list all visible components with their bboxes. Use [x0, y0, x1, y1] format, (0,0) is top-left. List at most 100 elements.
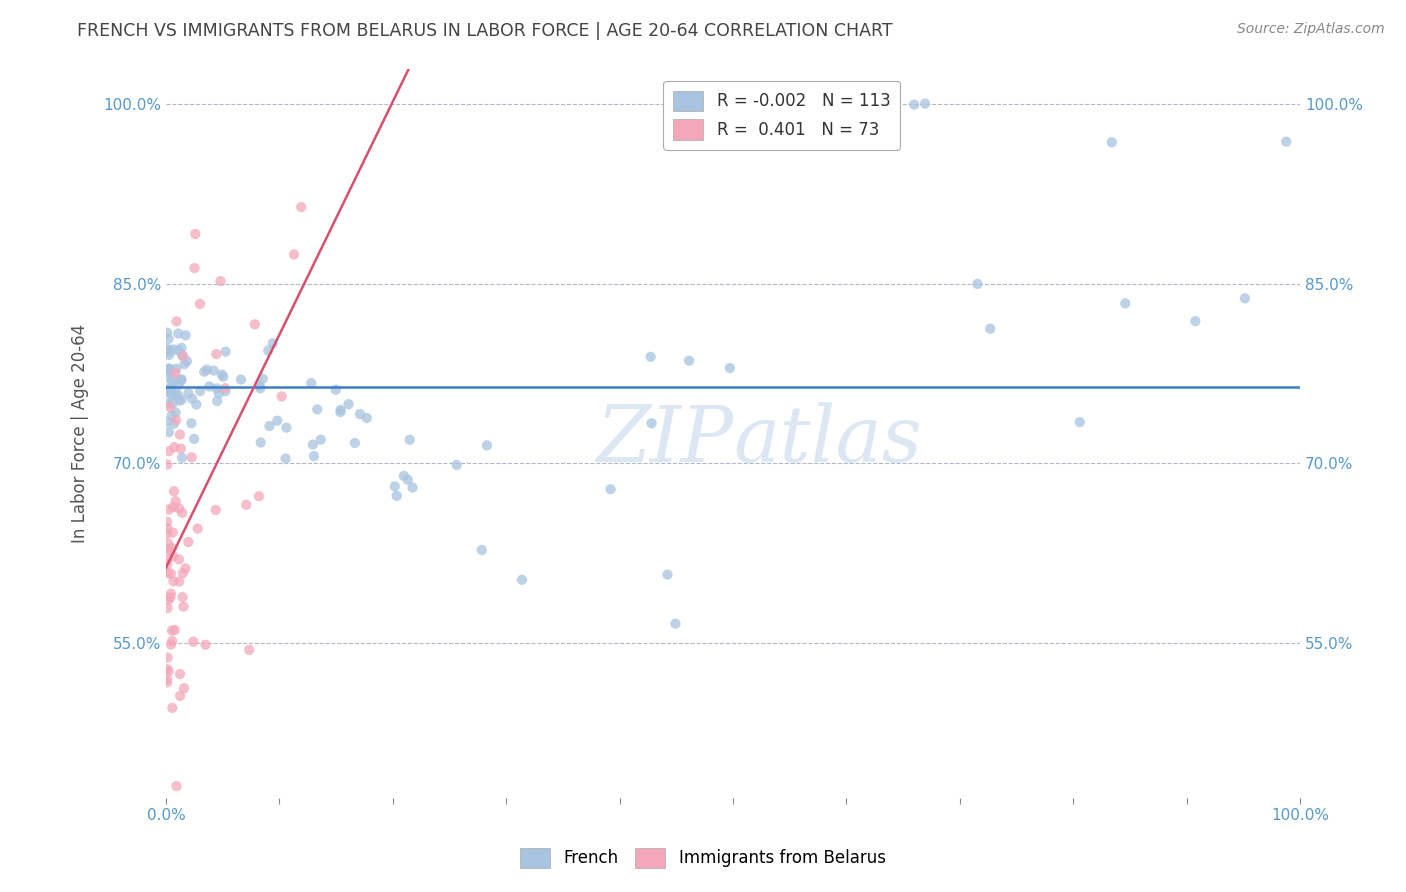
Point	[205, 381, 228, 395]
Point	[160, 638, 183, 652]
Point	[167, 378, 190, 392]
Point	[169, 574, 191, 589]
Point	[170, 442, 193, 456]
Text: atlas: atlas	[733, 402, 922, 479]
Point	[156, 662, 179, 676]
Point	[156, 458, 179, 472]
Point	[162, 525, 184, 540]
Point	[156, 673, 179, 687]
Point	[173, 681, 195, 696]
Point	[169, 667, 191, 681]
Point	[172, 590, 194, 604]
Point	[283, 247, 305, 261]
Point	[243, 318, 266, 332]
Point	[235, 498, 257, 512]
Point	[157, 397, 180, 411]
Point	[266, 414, 288, 428]
Point	[276, 420, 298, 434]
Point	[159, 385, 181, 400]
Point	[172, 349, 194, 363]
Point	[180, 450, 202, 465]
Point	[172, 348, 194, 362]
Y-axis label: In Labor Force | Age 20-64: In Labor Force | Age 20-64	[72, 324, 89, 543]
Point	[398, 433, 420, 447]
Point	[325, 383, 347, 397]
Point	[599, 482, 621, 496]
Point	[170, 374, 193, 388]
Point	[212, 369, 235, 384]
Point	[157, 444, 180, 458]
Point	[384, 479, 406, 493]
Point	[349, 407, 371, 421]
Point	[157, 425, 180, 440]
Point	[156, 675, 179, 690]
Point	[257, 343, 280, 358]
Point	[903, 97, 925, 112]
Point	[162, 396, 184, 410]
Point	[329, 402, 352, 417]
Point	[156, 415, 179, 429]
Point	[163, 440, 186, 454]
Point	[167, 501, 190, 516]
Point	[640, 417, 662, 431]
Point	[160, 386, 183, 401]
Point	[193, 365, 215, 379]
Point	[396, 473, 419, 487]
Point	[156, 345, 179, 359]
Point	[209, 274, 232, 288]
Point	[156, 370, 179, 384]
Point	[159, 543, 181, 558]
Point	[165, 366, 187, 380]
Point	[160, 541, 183, 556]
Point	[165, 406, 187, 420]
Point	[211, 368, 233, 382]
Point	[169, 393, 191, 408]
Point	[307, 402, 329, 417]
Point	[156, 526, 179, 541]
Point	[157, 536, 180, 550]
Point	[160, 634, 183, 648]
Point	[157, 348, 180, 362]
Point	[1114, 296, 1136, 310]
Point	[157, 332, 180, 346]
Text: ZIP: ZIP	[596, 402, 733, 479]
Point	[208, 386, 231, 401]
Point	[238, 643, 260, 657]
Point	[174, 561, 197, 575]
Point	[170, 392, 193, 407]
Point	[194, 638, 217, 652]
Point	[337, 397, 360, 411]
Point	[169, 427, 191, 442]
Point	[214, 344, 236, 359]
Point	[181, 634, 204, 648]
Point	[173, 599, 195, 614]
Point	[156, 553, 179, 567]
Point	[183, 261, 205, 276]
Point	[157, 592, 180, 607]
Point	[229, 372, 252, 386]
Point	[290, 200, 312, 214]
Point	[262, 336, 284, 351]
Point	[157, 502, 180, 516]
Point	[159, 382, 181, 396]
Text: FRENCH VS IMMIGRANTS FROM BELARUS IN LABOR FORCE | AGE 20-64 CORRELATION CHART: FRENCH VS IMMIGRANTS FROM BELARUS IN LAB…	[77, 22, 893, 40]
Point	[163, 484, 186, 499]
Point	[160, 375, 183, 389]
Point	[162, 701, 184, 715]
Point	[259, 419, 281, 434]
Point	[160, 388, 183, 402]
Point	[205, 347, 228, 361]
Point	[475, 438, 498, 452]
Point	[167, 343, 190, 358]
Point	[169, 689, 191, 703]
Point	[401, 481, 423, 495]
Point	[177, 386, 200, 401]
Point	[159, 591, 181, 605]
Point	[156, 326, 179, 340]
Point	[302, 449, 325, 463]
Point	[657, 567, 679, 582]
Point	[385, 489, 408, 503]
Point	[157, 664, 180, 678]
Point	[1184, 314, 1206, 328]
Point	[156, 566, 179, 580]
